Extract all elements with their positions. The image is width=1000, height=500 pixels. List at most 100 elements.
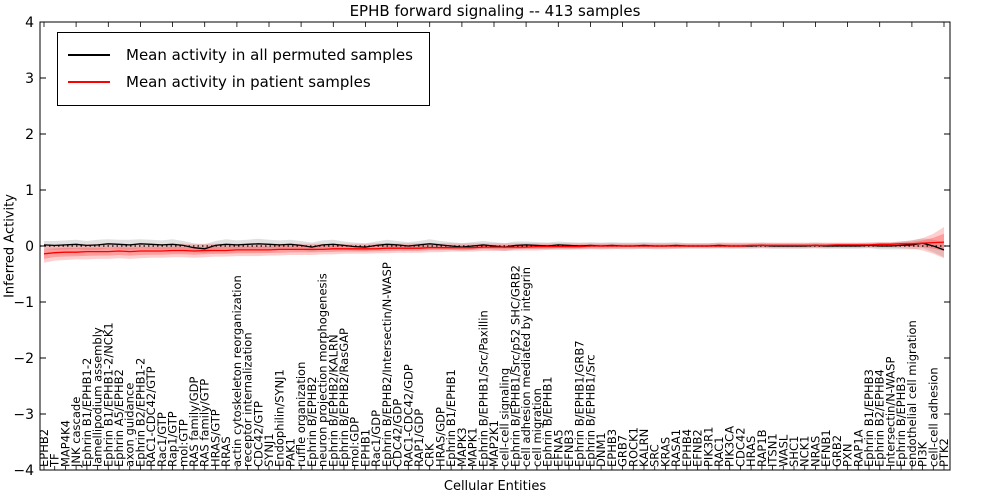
x-tick-label: SRC	[648, 444, 662, 467]
x-tick-label: Endophilin/SYNJ1	[273, 369, 287, 467]
x-tick-label: JNK cascade	[69, 397, 83, 468]
y-tick-label: −3	[13, 407, 34, 423]
x-tick-label: Ephrin B/EPHB2	[305, 376, 319, 467]
x-tick-label: Rac1/GTP	[155, 412, 169, 467]
x-tick-label: RAC1-CDC42/GTP	[144, 366, 158, 467]
x-tick-label: RAP1/GDP	[412, 409, 426, 467]
x-tick-label: EPHB4	[680, 429, 694, 467]
patient-line-swatch	[68, 80, 110, 83]
x-tick-label: WASL	[776, 434, 790, 467]
x-tick-label: PI3K	[916, 441, 930, 467]
x-tick-label: mol:GTP	[176, 419, 190, 467]
x-tick-label: EFNB1	[819, 429, 833, 467]
x-tick-label: Ephrin B/EPHB1/Src	[583, 354, 597, 467]
x-tick-label: neuron projection morphogenesis	[316, 273, 330, 467]
x-tick-label: ruffle organization	[294, 362, 308, 467]
x-tick-label: RAS family/GDP	[187, 377, 201, 467]
x-tick-label: MAP2K1	[487, 420, 501, 467]
x-tick-label: SYNJ1	[262, 433, 276, 467]
x-tick-label: GRB2	[830, 435, 844, 467]
y-tick-label: −2	[13, 351, 34, 367]
x-tick-label: endothelial cell migration	[905, 320, 919, 467]
y-tick-label: −1	[13, 295, 34, 311]
x-tick-label: cell adhesion mediated by integrin	[519, 267, 533, 467]
y-tick-label: 2	[25, 127, 34, 143]
x-tick-label: EFNB2	[691, 429, 705, 467]
x-tick-label: PAK1	[283, 438, 297, 467]
x-tick-label: TF	[48, 453, 62, 468]
y-tick-label: 4	[25, 15, 34, 31]
y-tick-label: 1	[25, 183, 34, 199]
x-tick-label: EPHB2	[37, 429, 51, 467]
x-tick-label: Ephrin B/EPHB2/RasGAP	[337, 328, 351, 467]
x-tick-label: KALRN	[637, 429, 651, 467]
x-tick-label: PIK3R1	[701, 427, 715, 468]
x-tick-label: Ephrin B1/EPHB1	[444, 369, 458, 467]
y-tick-label: −4	[13, 463, 34, 479]
legend-label-patient: Mean activity in patient samples	[126, 72, 371, 91]
x-tick-label: EPHB1	[358, 429, 372, 467]
x-tick-label: KRAS	[658, 437, 672, 467]
x-tick-label: Ephrin B/EPHB1	[541, 376, 555, 467]
x-tick-label: Rap1/GTP	[166, 411, 180, 467]
x-tick-label: NRAS	[808, 436, 822, 467]
x-axis-label: Cellular Entities	[443, 479, 547, 494]
patient-band-outer	[44, 227, 944, 263]
x-tick-label: Ephrin B1/EPHB1-2	[80, 358, 94, 467]
y-tick-label: 3	[25, 71, 34, 87]
x-tick-label: axon guidance	[123, 383, 137, 467]
permuted-line-swatch	[68, 53, 110, 56]
x-tick-label: Ephrin A5/EPHB2	[112, 369, 126, 467]
x-tick-label: NCK1	[798, 436, 812, 468]
x-ticks	[43, 22, 945, 470]
x-tick-label: EFNA5	[551, 429, 565, 467]
x-tick-label: PIK3CA	[723, 426, 737, 467]
x-tick-label: Ephrin B/EPHB2/Intersectin/N-WASP	[380, 262, 394, 467]
x-tick-label: Ephrin B2/EPHB4	[873, 369, 887, 467]
x-tick-label: MAPK3	[455, 427, 469, 467]
x-tick-label: cell migration	[530, 388, 544, 467]
x-tick-label: HRAS	[744, 436, 758, 467]
x-tick-label: RAP1A	[851, 429, 865, 467]
x-tick-label: Intersectin/N-WASP	[883, 357, 897, 467]
y-tick-label: 0	[25, 239, 34, 255]
legend-entry-permuted: Mean activity in all permuted samples	[68, 41, 413, 68]
x-tick-label: RAP1B	[755, 429, 769, 467]
chart-title: EPHB forward signaling -- 413 samples	[349, 2, 641, 20]
x-tick-label: HRAS/GDP	[433, 407, 447, 467]
x-tick-label: Ephrin B2/EPHB1-2	[133, 358, 147, 467]
x-tick-label: RASA1	[669, 429, 683, 467]
x-tick-label: CDC42	[733, 427, 747, 467]
x-tick-label: Rac1/GDP	[369, 410, 383, 467]
x-tick-label: Ephrin B1/EPHB3	[862, 369, 876, 467]
x-tick-label: receptor internalization	[241, 332, 255, 467]
x-tick-label: cell-cell adhesion	[926, 367, 940, 467]
x-tick-label: Ephrin B/EPHB2/KALRN	[326, 334, 340, 467]
x-tick-label: ROCK1	[626, 427, 640, 467]
x-tick-label: PTK2	[937, 438, 951, 467]
x-tick-label: RAC1-CDC42/GDP	[401, 364, 415, 467]
x-tick-label: PXN	[841, 444, 855, 467]
x-tick-label: EFNB3	[562, 429, 576, 467]
x-tick-label: HRAS/GTP	[208, 409, 222, 467]
x-tick-label: SHC1	[787, 436, 801, 467]
x-tick-label: RRAS	[219, 436, 233, 467]
x-tick-label: Ephrin B1/EPHB1-2/NCK1	[101, 322, 115, 467]
x-tick-label: RAS family/GTP	[198, 379, 212, 467]
x-tick-label: Ephrin B/EPHB3	[894, 376, 908, 467]
x-tick-label: MAP4K4	[58, 420, 72, 467]
patient-mean-line	[43, 241, 945, 255]
legend: Mean activity in all permuted samples Me…	[57, 32, 430, 106]
legend-label-permuted: Mean activity in all permuted samples	[126, 45, 413, 64]
x-tick-label: GRB7	[616, 435, 630, 467]
x-tick-label: Ephrin B/EPHB1/Src/p52 SHC/GRB2	[508, 265, 522, 467]
x-tick-label: cell-cell signaling	[498, 368, 512, 467]
x-tick-label: EPHB3	[605, 429, 619, 467]
y-axis-label: Inferred Activity	[2, 194, 18, 298]
x-tick-label: RAC1	[712, 436, 726, 467]
legend-entry-patient: Mean activity in patient samples	[68, 68, 413, 95]
y-ticks: −4 −3 −2 −1 0 1 2 3 4	[13, 15, 950, 479]
